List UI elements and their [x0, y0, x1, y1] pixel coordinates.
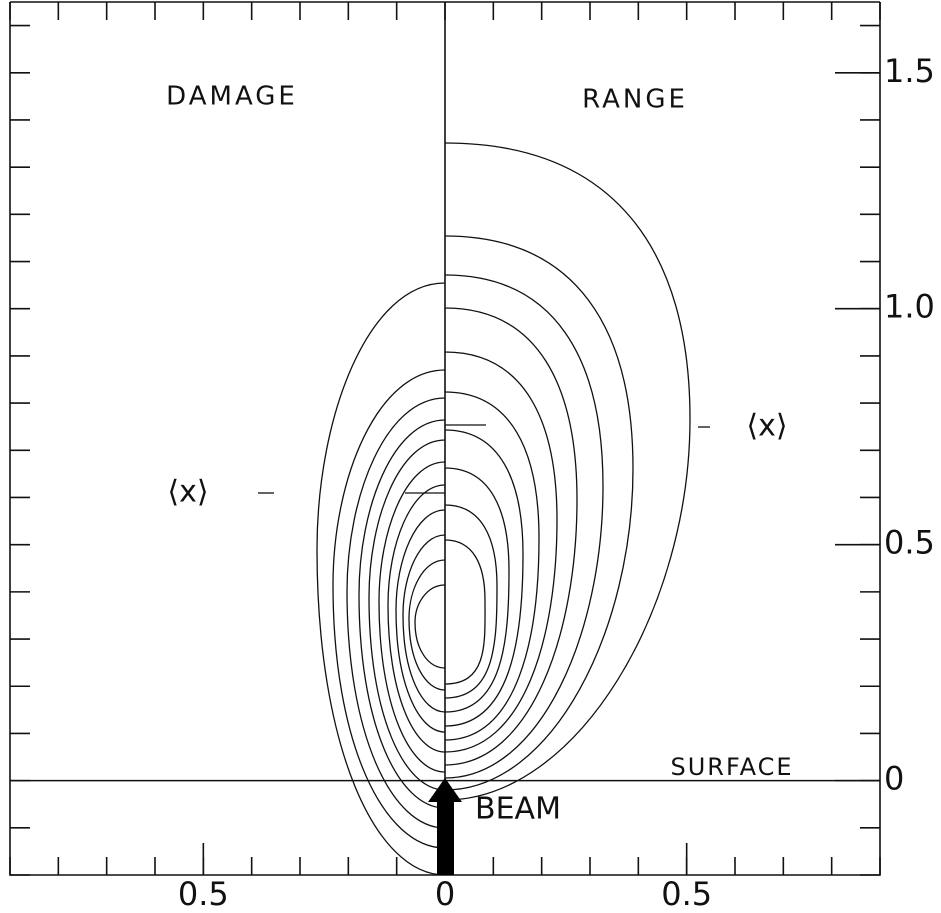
range-contour	[444, 391, 540, 741]
range-contour	[444, 429, 524, 727]
panel-label: DAMAGE	[166, 82, 298, 112]
damage-contour	[332, 369, 446, 849]
x-tick-label: 0.5	[661, 875, 712, 913]
y-tick-label: 1.0	[884, 288, 935, 326]
beam-head	[428, 778, 462, 802]
damage-contour	[346, 397, 446, 829]
damage-contour	[358, 419, 446, 809]
range-contour	[444, 235, 634, 791]
mean-markers	[258, 424, 710, 494]
beam-shaft	[437, 800, 454, 875]
x-tick-label: 0	[435, 875, 455, 913]
y-tick-label: 0	[884, 760, 904, 798]
panel-label: RANGE	[582, 85, 688, 115]
beam-label: BEAM	[475, 792, 561, 827]
y-tick-label: 0.5	[884, 524, 935, 562]
damage-contour	[378, 461, 446, 773]
surface-label: SURFACE	[671, 753, 794, 781]
mean-label: ⟨x⟩	[167, 475, 208, 510]
range-contour	[444, 307, 578, 766]
x-tick-label: 0.5	[178, 875, 229, 913]
range-contour	[444, 142, 691, 801]
damage-contour	[316, 282, 446, 876]
range-contour	[444, 539, 486, 685]
damage-contour	[414, 584, 446, 669]
damage-contour	[368, 439, 446, 791]
damage-contour	[408, 559, 446, 691]
range-contour	[444, 274, 604, 779]
range-contour	[444, 504, 498, 699]
damage-contour	[402, 534, 446, 713]
contours	[316, 142, 691, 876]
range-contour	[444, 467, 510, 713]
damage-contour	[395, 509, 446, 733]
beam-arrow	[428, 778, 462, 875]
range-contour	[444, 351, 558, 753]
mean-label: ⟨x⟩	[746, 409, 787, 444]
damage-contour	[387, 484, 446, 753]
y-tick-label: 1.5	[884, 52, 935, 90]
